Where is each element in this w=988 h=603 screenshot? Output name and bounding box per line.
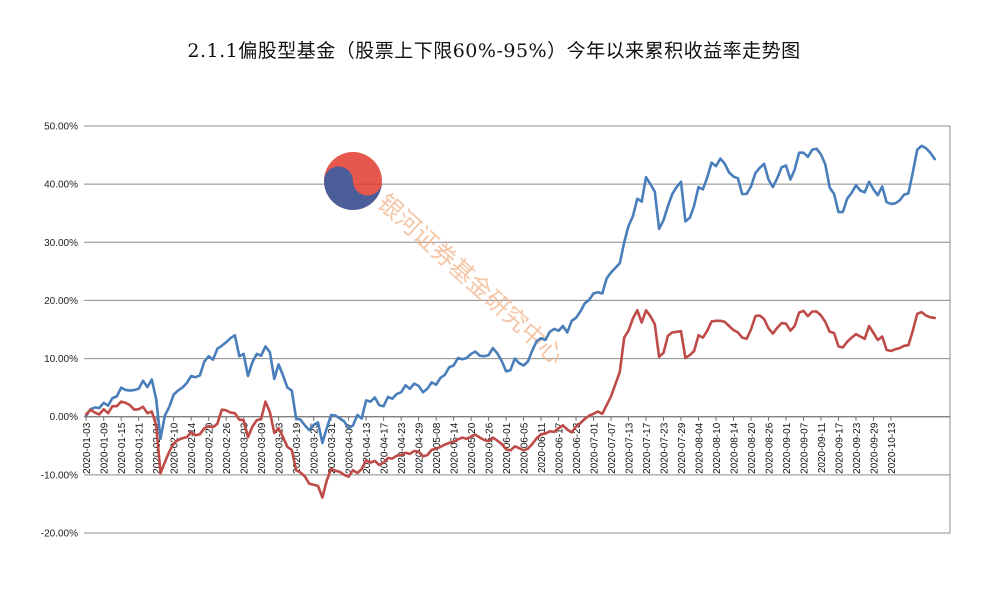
y-tick-label: 20.00% xyxy=(44,296,78,307)
x-axis-ticks: 2020-01-03 2020-01-09 2020-01-15 2020-01-21… xyxy=(82,416,950,474)
x-tick-label: 2020-09-23 xyxy=(852,422,863,474)
x-tick-label: 2020-08-26 xyxy=(764,422,775,474)
x-tick-label: 2020-01-09 xyxy=(100,422,111,474)
y-tick-label: 50.00% xyxy=(44,122,78,133)
x-tick-label: 2020-04-29 xyxy=(415,422,426,474)
watermark-logo-bottom xyxy=(324,166,382,210)
x-tick-label: 2020-10-13 xyxy=(887,422,898,474)
x-tick-label: 2020-03-09 xyxy=(257,422,268,474)
x-tick-label: 2020-04-23 xyxy=(397,422,408,474)
x-tick-label: 2020-07-01 xyxy=(590,422,601,474)
x-tick-label: 2020-06-11 xyxy=(537,422,548,473)
x-tick-label: 2020-07-23 xyxy=(660,422,671,474)
x-tick-label: 2020-05-14 xyxy=(450,422,461,474)
x-tick-label: 2020-09-29 xyxy=(869,422,880,474)
x-tick-label: 2020-06-23 xyxy=(572,422,583,474)
y-tick-label: 30.00% xyxy=(44,238,78,249)
x-tick-label: 2020-05-26 xyxy=(485,422,496,474)
y-tick-label: 0.00% xyxy=(50,412,78,423)
x-tick-label: 2020-04-07 xyxy=(345,422,356,474)
x-tick-label: 2020-09-11 xyxy=(817,422,828,473)
watermark: 银河证券基金研究中心 xyxy=(324,152,569,370)
x-tick-label: 2020-03-03 xyxy=(240,422,251,474)
x-tick-label: 2020-08-14 xyxy=(730,422,741,474)
x-tick-label: 2020-06-05 xyxy=(520,422,531,474)
x-tick-label: 2020-03-25 xyxy=(310,422,321,474)
x-tick-label: 2020-09-17 xyxy=(834,422,845,474)
x-tick-label: 2020-02-14 xyxy=(187,422,198,474)
x-tick-label: 2020-03-31 xyxy=(327,422,338,474)
x-tick-label: 2020-07-17 xyxy=(642,422,653,474)
x-tick-label: 2020-08-10 xyxy=(712,422,723,474)
x-tick-label: 2020-03-13 xyxy=(275,422,286,474)
x-tick-label: 2020-01-15 xyxy=(117,422,128,474)
x-tick-label: 2020-06-01 xyxy=(502,422,513,474)
x-tick-label: 2020-04-17 xyxy=(380,422,391,474)
x-tick-label: 2020-01-03 xyxy=(82,422,93,474)
y-tick-label: -20.00% xyxy=(41,529,78,540)
chart-title: 2.1.1偏股型基金（股票上下限60%-95%）今年以来累积收益率走势图 xyxy=(187,40,801,62)
y-axis-ticks: -20.00% -10.00% 0.00% 10.00% 20.00% 30.00% 40.… xyxy=(41,122,78,540)
y-tick-label: 40.00% xyxy=(44,180,78,191)
x-tick-label: 2020-05-20 xyxy=(467,422,478,474)
x-tick-label: 2020-04-13 xyxy=(362,422,373,474)
x-tick-label: 2020-07-29 xyxy=(677,422,688,474)
x-tick-label: 2020-01-21 xyxy=(135,422,146,474)
x-tick-label: 2020-09-07 xyxy=(799,422,810,474)
watermark-text: 银河证券基金研究中心 xyxy=(372,189,569,370)
x-tick-label: 2020-09-01 xyxy=(782,422,793,474)
x-tick-label: 2020-06-17 xyxy=(555,422,566,474)
y-tick-label: 10.00% xyxy=(44,354,78,365)
x-tick-label: 2020-02-20 xyxy=(205,422,216,474)
x-tick-label: 2020-08-20 xyxy=(747,422,758,474)
series-lines xyxy=(84,144,937,499)
y-tick-label: -10.00% xyxy=(41,470,78,481)
series-line-2 xyxy=(84,308,937,499)
series-line-1 xyxy=(84,144,937,445)
x-tick-label: 2020-02-26 xyxy=(222,422,233,474)
x-tick-label: 2020-02-10 xyxy=(170,422,181,474)
x-tick-label: 2020-07-07 xyxy=(607,422,618,474)
x-tick-label: 2020-07-13 xyxy=(625,422,636,474)
x-tick-label: 2020-08-04 xyxy=(695,422,706,474)
x-tick-label: 2020-03-19 xyxy=(292,422,303,474)
